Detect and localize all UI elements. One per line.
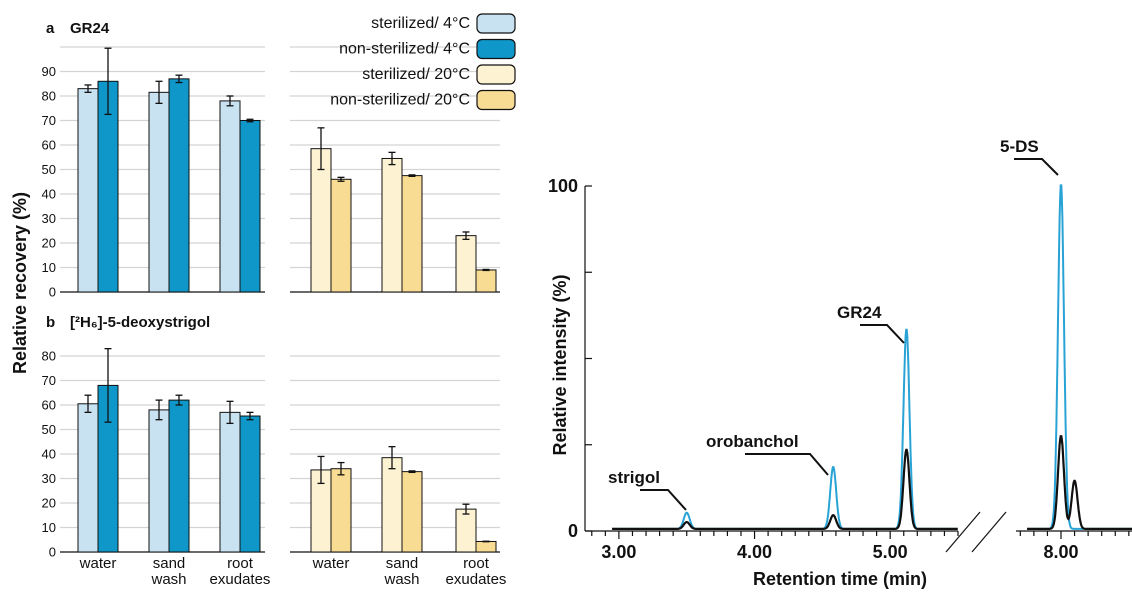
y-tick-label: 80 bbox=[42, 89, 56, 104]
y-tick-label: 100 bbox=[548, 176, 578, 196]
y-tick-label: 70 bbox=[42, 113, 56, 128]
trace-black bbox=[612, 448, 958, 530]
bar bbox=[168, 399, 190, 553]
x-tick-label: 8.00 bbox=[1043, 542, 1078, 562]
legend-swatch bbox=[476, 89, 516, 111]
peak-leader-line bbox=[1014, 158, 1059, 176]
y-tick-label: 30 bbox=[42, 211, 56, 226]
peak-label: strigol bbox=[608, 468, 660, 487]
category-label: water bbox=[312, 555, 350, 572]
chromatogram-x-axis-title: Retention time (min) bbox=[753, 569, 927, 589]
bar bbox=[239, 120, 261, 293]
bar bbox=[77, 88, 99, 293]
y-tick-label: 60 bbox=[42, 138, 56, 153]
bar bbox=[381, 157, 403, 293]
legend-swatch bbox=[476, 64, 516, 85]
legend-label: sterilized/ 4°C bbox=[371, 15, 470, 32]
category-label-line: sand bbox=[153, 555, 186, 572]
panel-a-letter: a bbox=[46, 20, 55, 37]
panel-b-title: [²H₆]-5-deoxystrigol bbox=[70, 314, 210, 331]
bar bbox=[330, 468, 352, 553]
bar bbox=[310, 148, 332, 293]
legend-label: non-sterilized/ 20°C bbox=[330, 92, 470, 109]
panel-a-bar-chart: a GR24 0 10 20 30 40 50 60 70 80 90 bbox=[42, 20, 500, 300]
category-label-line: wash bbox=[383, 571, 419, 588]
bar bbox=[475, 540, 497, 553]
y-tick-label: 70 bbox=[42, 373, 56, 388]
category-label: root exudates bbox=[446, 555, 507, 588]
bar bbox=[401, 471, 423, 553]
category-label-line: root bbox=[227, 555, 254, 572]
y-tick-label: 50 bbox=[42, 162, 56, 177]
chromatogram-y-axis-title: Relative intensity (%) bbox=[550, 274, 570, 455]
category-label: sand wash bbox=[150, 555, 186, 588]
panel-b-letter: b bbox=[46, 314, 55, 331]
y-tick-label: 20 bbox=[42, 236, 56, 251]
y-tick-label: 20 bbox=[42, 496, 56, 511]
bar bbox=[455, 508, 477, 553]
y-tick-label: 90 bbox=[42, 64, 56, 79]
x-tick-label: 4.00 bbox=[737, 542, 772, 562]
axis-break bbox=[971, 511, 1007, 553]
chromatogram-chart: Relative intensity (%) Retention time (m… bbox=[548, 137, 1132, 589]
bar bbox=[148, 409, 170, 553]
bar bbox=[239, 415, 261, 553]
peak-leader-line bbox=[745, 453, 829, 476]
legend-swatch bbox=[476, 13, 516, 34]
category-label: water bbox=[79, 555, 117, 572]
peak-label: 5-DS bbox=[1000, 137, 1039, 156]
y-tick-label: 50 bbox=[42, 422, 56, 437]
peak-leader-line bbox=[860, 324, 905, 344]
y-tick-label: 40 bbox=[42, 447, 56, 462]
bar bbox=[77, 403, 99, 553]
left-y-axis-title: Relative recovery (%) bbox=[10, 192, 30, 374]
y-tick-label: 30 bbox=[42, 471, 56, 486]
category-label: sand wash bbox=[383, 555, 419, 588]
bar bbox=[455, 235, 477, 293]
peak-label: orobanchol bbox=[706, 432, 799, 451]
peak-label: GR24 bbox=[837, 303, 882, 322]
axis-break bbox=[945, 511, 981, 553]
trace-blue bbox=[612, 328, 958, 530]
category-label-line: root bbox=[463, 555, 490, 572]
bar bbox=[219, 100, 241, 293]
y-tick-label: 60 bbox=[42, 398, 56, 413]
y-tick-label: 80 bbox=[42, 349, 56, 364]
bar bbox=[148, 91, 170, 293]
x-tick-label: 5.00 bbox=[873, 542, 908, 562]
panel-b-bar-chart: b [²H₆]-5-deoxystrigol 0 10 20 30 40 50 60 70 80… bbox=[42, 314, 507, 588]
y-tick-label: 0 bbox=[568, 521, 578, 541]
bar bbox=[401, 175, 423, 293]
gridlines bbox=[60, 355, 500, 529]
category-label-line: exudates bbox=[446, 571, 507, 588]
category-label: root exudates bbox=[210, 555, 271, 588]
bar bbox=[168, 78, 190, 293]
category-label-line: wash bbox=[150, 571, 186, 588]
bar bbox=[219, 411, 241, 553]
panel-a-title: GR24 bbox=[70, 20, 110, 37]
trace-blue bbox=[1027, 184, 1132, 530]
category-label-line: exudates bbox=[210, 571, 271, 588]
legend: sterilized/ 4°C non-sterilized/ 4°C steril… bbox=[330, 13, 516, 111]
bar bbox=[381, 457, 403, 553]
bar bbox=[475, 269, 497, 293]
y-tick-label: 40 bbox=[42, 187, 56, 202]
legend-label: non-sterilized/ 4°C bbox=[339, 41, 470, 58]
category-label-line: sand bbox=[386, 555, 419, 572]
y-tick-label: 0 bbox=[49, 545, 56, 560]
y-tick-label: 0 bbox=[49, 285, 56, 300]
y-tick-label: 10 bbox=[42, 260, 56, 275]
legend-label: sterilized/ 20°C bbox=[362, 66, 470, 83]
trace-black bbox=[1027, 435, 1132, 530]
x-tick-label: 3.00 bbox=[601, 542, 636, 562]
peak-leader-line bbox=[640, 489, 687, 511]
bar bbox=[330, 178, 352, 293]
y-tick-label: 10 bbox=[42, 520, 56, 535]
legend-swatch bbox=[476, 38, 516, 60]
